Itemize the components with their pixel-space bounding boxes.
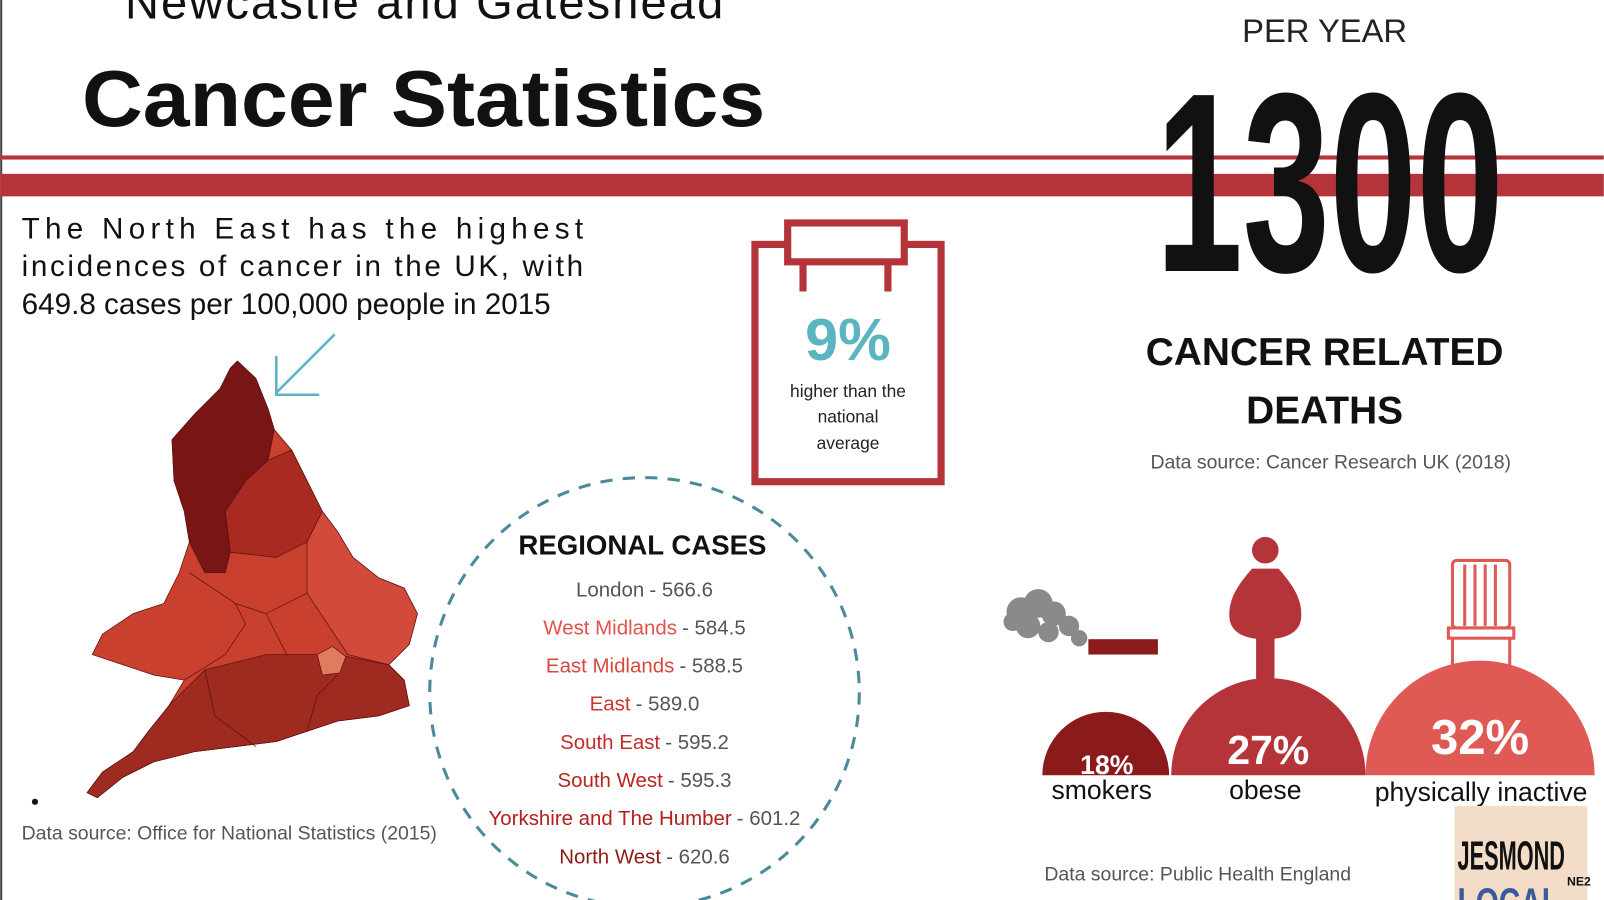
chair — [1446, 558, 1516, 667]
period: PER YEAR — [1242, 12, 1407, 49]
dashed-circle — [428, 476, 861, 900]
region-name: East — [590, 693, 631, 716]
region-value: - 601.2 — [737, 807, 801, 830]
region-name: West Midlands — [543, 616, 677, 639]
intro-line: incidences of cancer in the UK, with — [22, 250, 583, 283]
region-value: - 589.0 — [636, 693, 700, 716]
obese-dome — [1171, 678, 1366, 776]
clipboard — [751, 219, 945, 486]
intro-line: 649.8 cases per 100,000 people in 2015 — [22, 288, 551, 321]
comparison-value: 9% — [805, 306, 891, 373]
thin-band — [0, 155, 1604, 160]
logo-sub: LOCAL — [1458, 879, 1560, 900]
comparison-caption: average — [817, 433, 880, 453]
regional-list: London - 566.6 West Midlands - 584.5 East Mi… — [489, 578, 801, 868]
title: Cancer Statistics — [82, 54, 765, 143]
comparison-caption: higher than the — [790, 381, 906, 401]
regional-row: North West - 620.6 — [559, 845, 730, 868]
regional-row: East - 589.0 — [590, 693, 700, 716]
smokers-dome — [1042, 711, 1170, 776]
source: Data source: Office for National Statist… — [22, 823, 437, 845]
regional-row: London - 566.6 — [576, 578, 713, 601]
lifestyle-label: obese — [1229, 775, 1301, 805]
regional-row: South East - 595.2 — [560, 731, 729, 754]
region-name: South West — [557, 769, 663, 792]
logo-tag: NE2 — [1567, 875, 1591, 889]
cigarette — [1088, 639, 1158, 655]
arrow — [275, 333, 336, 397]
map — [31, 360, 418, 805]
region-value: - 588.5 — [679, 655, 743, 678]
regional-row: West Midlands - 584.5 — [543, 616, 745, 639]
region-name: London — [576, 578, 644, 601]
regional-row: Yorkshire and The Humber - 601.2 — [489, 807, 801, 830]
person — [1229, 536, 1302, 711]
lifestyle-label: smokers — [1051, 775, 1151, 805]
lifestyle-label: physically inactive — [1375, 777, 1588, 807]
thick-band — [0, 173, 1604, 197]
logo-background — [1454, 805, 1588, 900]
death-label: DEATHS — [1246, 389, 1403, 432]
left-border — [0, 0, 3, 900]
region-value: - 620.6 — [666, 845, 730, 868]
percent: 32% — [1431, 711, 1529, 765]
death-label: CANCER RELATED — [1146, 331, 1504, 374]
region-name: Yorkshire and The Humber — [489, 807, 732, 830]
region-value: - 595.2 — [665, 731, 729, 754]
region-value: - 566.6 — [649, 578, 713, 601]
death-count: 1300 — [1156, 41, 1504, 326]
source: Data source: Public Health England — [1044, 864, 1351, 886]
regional-row: East Midlands - 588.5 — [546, 655, 743, 678]
subtitle: Newcastle and Gateshead — [125, 0, 723, 28]
region-value: - 584.5 — [682, 616, 746, 639]
regional-row: South West - 595.3 — [557, 769, 731, 792]
intro-line: The North East has the highest — [22, 212, 584, 245]
region-name: South East — [560, 731, 660, 754]
percent: 27% — [1227, 727, 1309, 773]
inactive-dome — [1365, 660, 1595, 776]
smoke — [1003, 589, 1088, 647]
regional-title: REGIONAL CASES — [518, 529, 766, 560]
region-value: - 595.3 — [668, 769, 732, 792]
comparison-caption: national — [818, 406, 879, 426]
percent: 18% — [1080, 750, 1133, 780]
source: Data source: Cancer Research UK (2018) — [1150, 451, 1511, 473]
region-name: East Midlands — [546, 655, 674, 678]
region-name: North West — [559, 845, 661, 868]
logo-name: JESMOND — [1458, 832, 1565, 878]
